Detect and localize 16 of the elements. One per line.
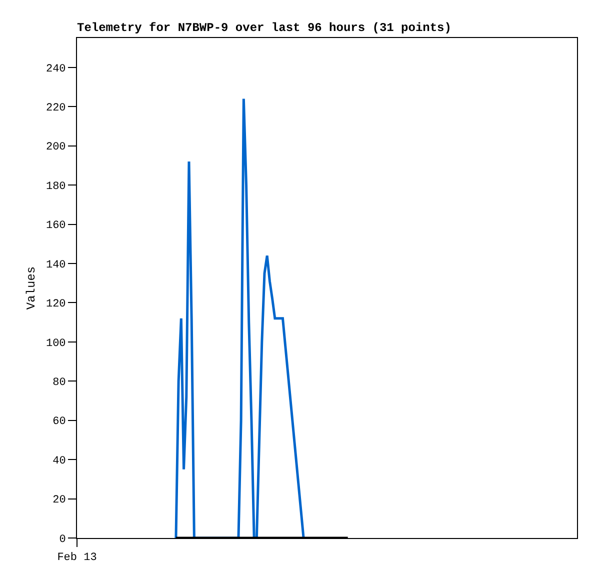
y-tick-label: 40 — [52, 455, 66, 468]
y-tick-label: 200 — [46, 142, 66, 154]
x-tick-label: Feb 13 — [57, 552, 97, 564]
y-tick-label: 120 — [46, 298, 66, 311]
y-tick-label: 240 — [46, 63, 66, 76]
chart-title: Telemetry for N7BWP-9 over last 96 hours (31 points) — [77, 21, 452, 35]
y-tick-label: 20 — [52, 494, 66, 507]
y-tick-label: 220 — [46, 102, 66, 114]
y-axis-title: Values — [24, 266, 38, 310]
y-tick-label: 100 — [46, 338, 66, 350]
y-tick-label: 140 — [46, 259, 66, 272]
y-tick-label: 180 — [46, 180, 66, 193]
y-tick-label: 80 — [52, 376, 66, 389]
y-tick-label: 60 — [52, 416, 66, 428]
y-tick-label: 0 — [59, 534, 66, 546]
y-tick-label: 160 — [46, 220, 66, 232]
